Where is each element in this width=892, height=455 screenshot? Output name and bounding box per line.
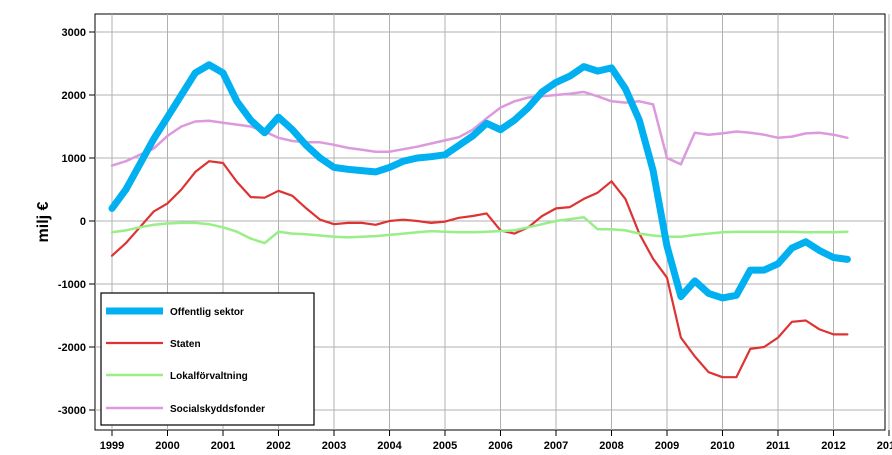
series-line-0 xyxy=(108,61,851,302)
x-tick-label: 2006 xyxy=(488,440,512,452)
x-tick-label: 2001 xyxy=(211,440,235,452)
x-tick-label: 2008 xyxy=(599,440,623,452)
x-tick-label: 2013 xyxy=(877,440,892,452)
legend-label: Socialskyddsfonder xyxy=(170,404,265,415)
x-tick-label: 2004 xyxy=(377,440,402,452)
x-tick-label: 2011 xyxy=(766,440,790,452)
series-line-1 xyxy=(110,160,849,379)
x-tick-label: 2010 xyxy=(710,440,734,452)
x-tick-label: 2003 xyxy=(322,440,346,452)
x-axis: 1999 2000 2001 2002 2003 2004 2005 2006 2007 2008… xyxy=(100,430,892,452)
legend-label: Offentlig sektor xyxy=(170,307,244,318)
y-axis-title: milj € xyxy=(35,201,52,242)
series-line-3 xyxy=(110,90,849,167)
x-tick-label: 2002 xyxy=(266,440,290,452)
x-tick-label: 2005 xyxy=(433,440,457,452)
y-axis: 3000 2000 1000 0 -1000 -2000 -3000 xyxy=(58,27,95,417)
legend: Offentlig sektor Staten Lokalförvaltning So… xyxy=(100,292,315,426)
legend-label: Staten xyxy=(170,339,201,350)
series-lines xyxy=(108,61,851,379)
y-tick-label: 2000 xyxy=(62,90,86,102)
x-tick-label: 2009 xyxy=(655,440,679,452)
x-tick-label: 2007 xyxy=(544,440,568,452)
x-tick-label: 2012 xyxy=(821,440,845,452)
y-tick-label: -2000 xyxy=(58,342,86,354)
y-tick-label: 1000 xyxy=(62,153,86,165)
y-tick-label: -3000 xyxy=(58,405,86,417)
y-tick-label: -1000 xyxy=(58,279,86,291)
legend-box xyxy=(100,292,315,426)
legend-label: Lokalförvaltning xyxy=(170,371,248,382)
x-tick-label: 1999 xyxy=(100,440,124,452)
y-tick-label: 0 xyxy=(80,216,86,228)
gridlines xyxy=(95,14,890,430)
x-tick-label: 2000 xyxy=(155,440,179,452)
series-line-2 xyxy=(110,215,849,245)
y-tick-label: 3000 xyxy=(62,27,86,39)
